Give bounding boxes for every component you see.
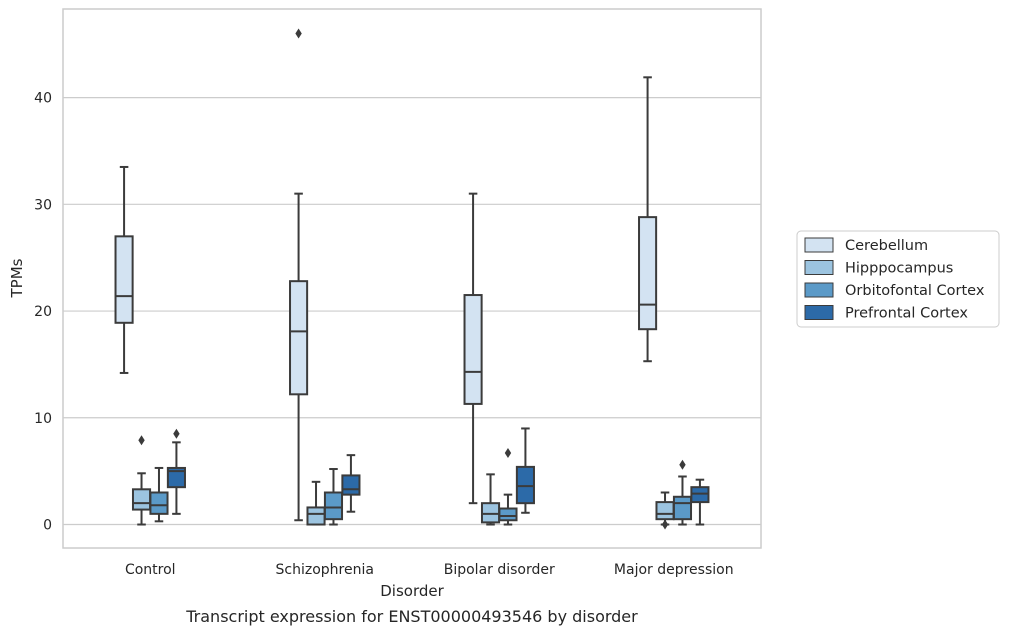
box-prefrontal-cortex-bipolar-disorder [515,427,535,514]
legend-frame [796,230,1000,328]
box-iqr [498,507,518,522]
box-cerebellum-control [114,165,134,374]
box-layer [114,28,710,530]
box-iqr [672,495,693,521]
grid-lines [63,96,761,526]
legend-label: Cerebellum [845,238,928,254]
box-iqr [306,506,326,526]
box-prefrontal-cortex-control [166,428,186,515]
box-cerebellum-major-depression [638,76,658,363]
legend-swatch [804,305,834,320]
box-cerebellum-schizophrenia [289,28,309,522]
legend-label: Prefrontal Cortex [845,306,968,322]
box-iqr [463,294,483,405]
box-prefrontal-cortex-schizophrenia [341,454,361,513]
y-axis-ticks: 0 10 20 30 40 [34,91,52,534]
x-axis-label: Disorder [380,582,444,600]
box-cerebellum-bipolar-disorder [463,192,483,505]
box-iqr [166,466,186,489]
box-hipppocampus-schizophrenia [306,480,326,526]
y-tick-label: 0 [43,518,52,534]
box-prefrontal-cortex-major-depression [690,478,710,526]
box-iqr [341,474,361,496]
box-hipppocampus-control [131,435,152,526]
box-iqr [515,465,535,505]
box-iqr [114,235,134,324]
outlier-point [679,459,686,470]
y-axis-label: TPMs [8,258,26,298]
legend-label: Hipppocampus [845,261,953,277]
x-tick-label: Schizophrenia [276,562,374,578]
box-orbitofontal-cortex-major-depression [672,459,693,526]
x-tick-label: Bipolar disorder [444,562,555,578]
x-axis-ticks: Control Schizophrenia Bipolar disorder Majo… [125,562,734,578]
legend: Cerebellum Hipppocampus Orbitofontal Corte… [796,230,1000,328]
box-orbitofontal-cortex-control [149,466,169,523]
x-tick-label: Major depression [614,562,734,578]
box-iqr [480,502,501,524]
outlier-point [138,435,145,446]
chart-caption: Transcript expression for ENST0000049354… [185,607,638,626]
outlier-point [661,519,669,530]
legend-label: Orbitofontal Cortex [845,283,985,299]
box-orbitofontal-cortex-bipolar-disorder [498,448,518,526]
box-iqr [638,216,658,331]
outlier-point [504,448,512,459]
box-iqr [131,488,152,511]
box-iqr [323,491,344,521]
y-tick-label: 40 [34,91,52,107]
box-hipppocampus-bipolar-disorder [480,473,501,526]
y-tick-label: 20 [34,304,52,320]
y-tick-label: 10 [34,411,52,427]
legend-swatch [804,260,834,275]
outlier-point [173,428,180,439]
box-iqr [149,491,169,515]
box-orbitofontal-cortex-schizophrenia [323,468,344,526]
legend-swatch [804,282,834,298]
legend-swatch [804,237,834,253]
box-iqr [655,501,675,521]
box-iqr [690,486,710,504]
y-tick-label: 30 [34,197,52,213]
box-iqr [289,280,309,396]
plot-frame [62,8,762,549]
outlier-point [295,28,302,39]
x-tick-label: Control [125,562,176,578]
